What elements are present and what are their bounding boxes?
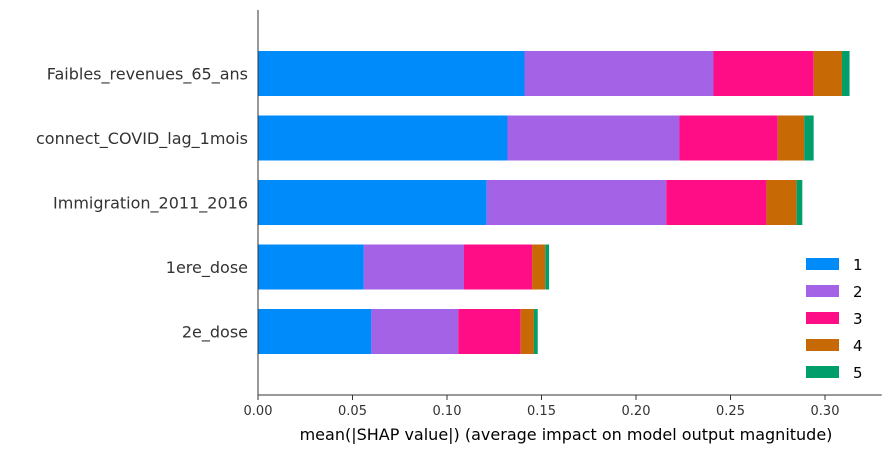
bar-2-series-3 — [679, 115, 778, 161]
x-tick-label: 0.20 — [622, 404, 651, 419]
bar-4-series-2 — [363, 244, 465, 290]
x-tick-label: 0.05 — [338, 404, 367, 419]
bar-1-series-5 — [842, 51, 850, 96]
bar-2-series-5 — [804, 115, 814, 161]
x-tick-label: 0.00 — [244, 404, 273, 419]
category-label: 2e_dose — [182, 323, 248, 343]
bar-2-series-1 — [258, 115, 508, 161]
legend-swatch-2 — [806, 285, 839, 297]
bar-4-series-3 — [464, 244, 533, 290]
category-labels: Faibles_revenues_65_ans connect_COVID_lag… — [36, 65, 248, 343]
bar-3-series-2 — [486, 180, 667, 225]
x-tick-label: 0.30 — [811, 404, 840, 419]
bar-4-series-5 — [545, 244, 550, 290]
legend-label-4: 4 — [853, 337, 863, 355]
legend-swatch-3 — [806, 312, 839, 324]
bar-3-series-5 — [796, 180, 803, 225]
bar-5-series-2 — [371, 309, 459, 354]
bar-1-series-3 — [713, 51, 814, 96]
legend-label-3: 3 — [853, 310, 863, 328]
bar-2-series-2 — [507, 115, 680, 161]
legend-label-2: 2 — [853, 283, 863, 301]
category-label: connect_COVID_lag_1mois — [36, 129, 248, 149]
x-tick-label: 0.25 — [716, 404, 745, 419]
bar-4-series-4 — [532, 244, 546, 290]
bar-4-series-1 — [258, 244, 364, 290]
x-tick-label: 0.15 — [527, 404, 556, 419]
bar-1-series-4 — [813, 51, 843, 96]
bar-3-series-3 — [666, 180, 767, 225]
bar-5-series-1 — [258, 309, 372, 354]
legend-label-5: 5 — [853, 364, 863, 382]
bars-layer — [258, 51, 850, 354]
bar-3-series-4 — [766, 180, 797, 225]
bar-5-series-4 — [520, 309, 534, 354]
bar-1-series-1 — [258, 51, 525, 96]
bar-5-series-3 — [458, 309, 521, 354]
bar-2-series-4 — [777, 115, 805, 161]
legend-swatch-5 — [806, 366, 839, 378]
legend-label-1: 1 — [853, 256, 863, 274]
x-tick-label: 0.10 — [433, 404, 462, 419]
x-ticks: 0.00 0.05 0.10 0.15 0.20 0.25 0.30 — [244, 395, 840, 419]
legend-swatch-1 — [806, 258, 839, 270]
category-label: Faibles_revenues_65_ans — [47, 65, 248, 85]
category-label: Immigration_2011_2016 — [53, 194, 248, 214]
bar-1-series-2 — [524, 51, 714, 96]
bar-5-series-5 — [533, 309, 538, 354]
legend: 1 2 3 4 5 — [806, 256, 863, 382]
bar-3-series-1 — [258, 180, 487, 225]
legend-swatch-4 — [806, 339, 839, 351]
x-axis-title: mean(|SHAP value|) (average impact on mo… — [300, 425, 833, 444]
category-label: 1ere_dose — [166, 258, 248, 278]
